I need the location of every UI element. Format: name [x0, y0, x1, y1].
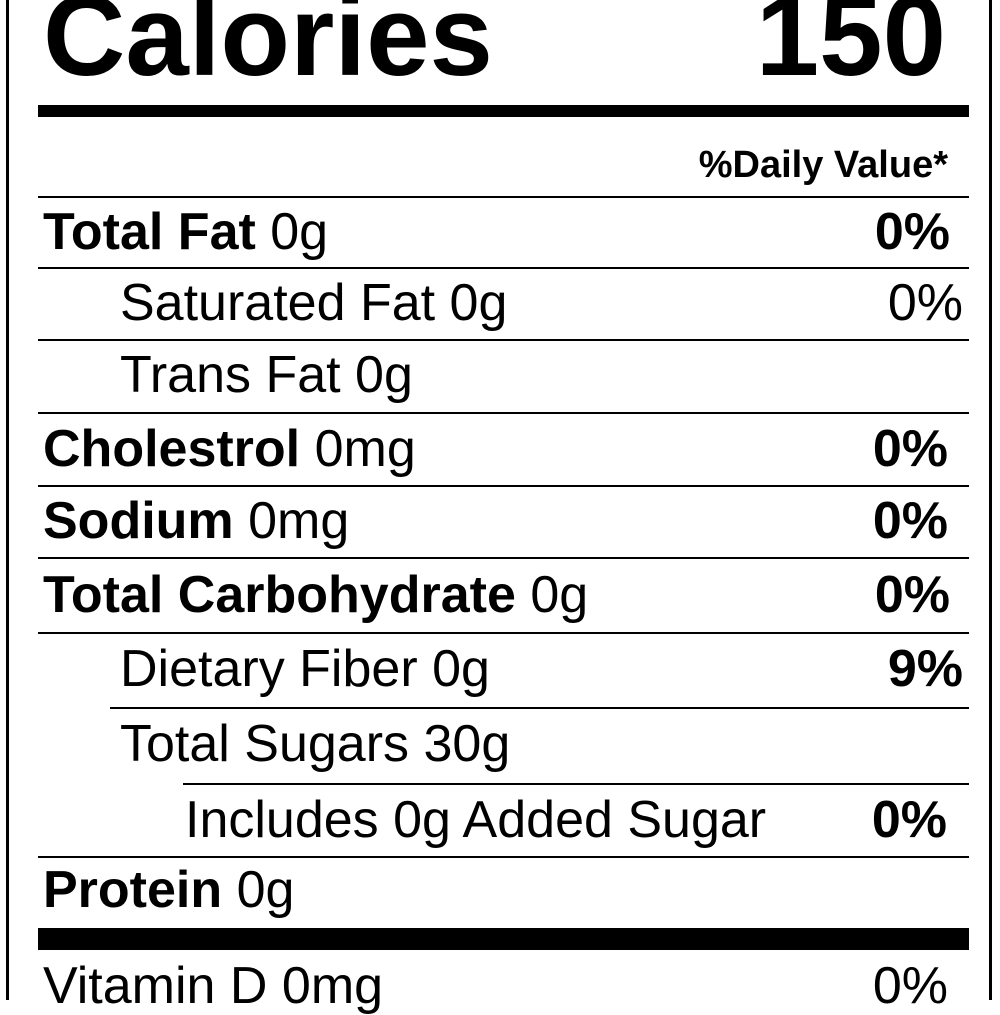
divider [38, 196, 969, 198]
thick-divider [38, 928, 969, 950]
dv-vitamin-d: 0% [872, 957, 948, 1015]
nutrient-protein: Protein 0g [43, 861, 295, 919]
label-border-left [6, 0, 9, 1000]
divider [38, 557, 969, 559]
daily-value-header: %Daily Value* [698, 144, 948, 186]
dv-total-fat: 0% [874, 203, 950, 261]
nutrient-cholesterol: Cholestrol 0mg [43, 420, 416, 478]
divider [38, 412, 969, 414]
dv-added-sugar: 0% [871, 791, 947, 849]
dv-sodium: 0% [872, 492, 948, 550]
nutrient-saturated-fat: Saturated Fat 0g [120, 274, 508, 332]
nutrient-total-sugars: Total Sugars 30g [120, 715, 511, 773]
thick-divider [38, 105, 969, 117]
divider [183, 783, 969, 785]
nutrient-total-carbohydrate: Total Carbohydrate 0g [43, 566, 589, 624]
divider [38, 267, 969, 269]
nutrient-trans-fat: Trans Fat 0g [120, 346, 413, 404]
label-border-right [989, 0, 992, 1000]
divider [38, 339, 969, 341]
divider [38, 632, 969, 634]
divider [38, 485, 969, 487]
nutrient-sodium: Sodium 0mg [43, 492, 350, 550]
dv-total-carbohydrate: 0% [874, 566, 950, 624]
dv-dietary-fiber: 9% [887, 640, 963, 698]
nutrient-total-fat: Total Fat 0g [43, 203, 329, 261]
nutrient-dietary-fiber: Dietary Fiber 0g [120, 640, 490, 698]
calories-label: Calories [43, 0, 493, 100]
dv-saturated-fat: 0% [887, 274, 963, 332]
nutrient-added-sugar: Includes 0g Added Sugar [185, 791, 767, 849]
nutrient-vitamin-d: Vitamin D 0mg [43, 957, 384, 1015]
divider [38, 856, 969, 858]
dv-cholesterol: 0% [872, 420, 948, 478]
divider [110, 707, 969, 709]
calories-value: 150 [755, 0, 946, 100]
